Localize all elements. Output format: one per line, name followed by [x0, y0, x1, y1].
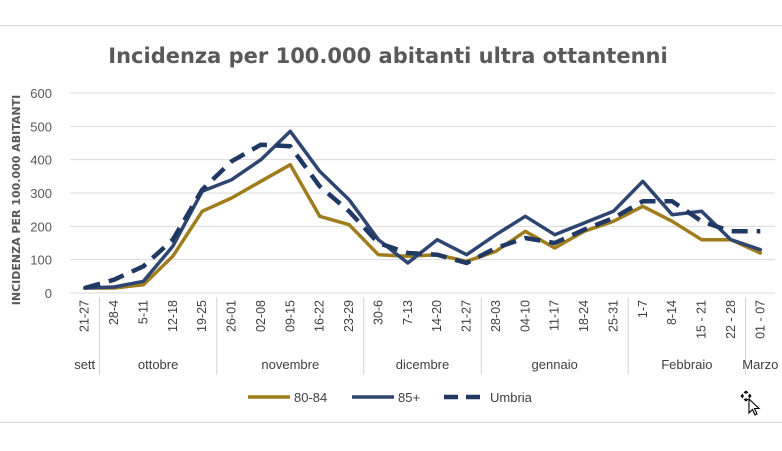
month-label: sett: [74, 357, 95, 372]
month-label: gennaio: [532, 357, 578, 372]
x-tick-label: 21-27: [460, 300, 474, 332]
x-tick-label: 1-7: [636, 300, 650, 318]
series-line-85: [82, 129, 763, 290]
x-tick-label: 28-4: [107, 300, 121, 325]
x-tick-label: 18-24: [577, 300, 591, 332]
top-border: [0, 25, 782, 26]
y-tick-label: 200: [30, 219, 52, 234]
series-line-umbria: [84, 142, 761, 291]
y-tick-label: 300: [30, 186, 52, 201]
series-lines: [82, 129, 763, 291]
month-label: ottobre: [138, 357, 178, 372]
month-label: Febbraio: [661, 357, 712, 372]
y-tick-label: 100: [30, 253, 52, 268]
x-tick-label: 14-20: [430, 300, 444, 332]
x-tick-label: 28-03: [489, 300, 503, 332]
month-label: dicembre: [396, 357, 449, 372]
x-tick-label: 11-17: [548, 300, 562, 331]
x-tick-label: 21-27: [78, 300, 92, 332]
x-tick-label: 30-6: [371, 300, 385, 325]
x-tick-label: 15 - 21: [695, 300, 709, 339]
y-tick-label: 600: [30, 86, 52, 101]
legend-label: Umbria: [490, 390, 533, 405]
x-tick-label: 5-11: [136, 300, 150, 324]
move-cursor-icon: [740, 390, 761, 416]
x-tick-label: 02-08: [254, 300, 268, 332]
legend: 80-84 85+ Umbria: [248, 390, 533, 405]
gridlines: [70, 92, 775, 294]
x-tick-label: 01 - 07: [753, 300, 767, 339]
y-tick-label: 400: [30, 153, 52, 168]
x-tick-label: 19-25: [195, 300, 209, 332]
x-tick-label: 23-29: [342, 300, 356, 332]
chart-title: Incidenza per 100.000 abitanti ultra ott…: [108, 44, 667, 68]
x-tick-label: 8-14: [665, 300, 679, 325]
x-tick-labels: 21-27 28-4 5-11 12-18 19-25 26-01 02-08 09-15 16…: [78, 300, 768, 339]
legend-label: 80-84: [294, 390, 327, 405]
y-tick-label: 500: [30, 119, 52, 134]
x-tick-label: 09-15: [283, 300, 297, 332]
x-tick-label: 25-31: [606, 300, 620, 332]
x-tick-label: 22 - 28: [724, 300, 738, 339]
bottom-border: [0, 422, 782, 423]
legend-label: 85+: [398, 390, 420, 405]
x-tick-label: 26-01: [225, 300, 239, 332]
y-axis-label: INCIDENZA PER 100.000 ABITANTI: [10, 95, 23, 305]
month-group-labels: sett ottobre novembre dicembre gennaio Febbra…: [74, 297, 778, 375]
x-tick-label: 16-22: [313, 300, 327, 332]
month-label: novembre: [261, 357, 319, 372]
month-label: Marzo: [742, 357, 778, 372]
y-tick-labels: 0 100 200 300 400 500 600: [30, 86, 52, 301]
x-tick-label: 12-18: [166, 300, 180, 332]
x-tick-label: 04-10: [518, 300, 532, 332]
series-line-80-84: [82, 162, 763, 290]
y-tick-label: 0: [45, 286, 52, 301]
x-tick-label: 7-13: [401, 300, 415, 325]
